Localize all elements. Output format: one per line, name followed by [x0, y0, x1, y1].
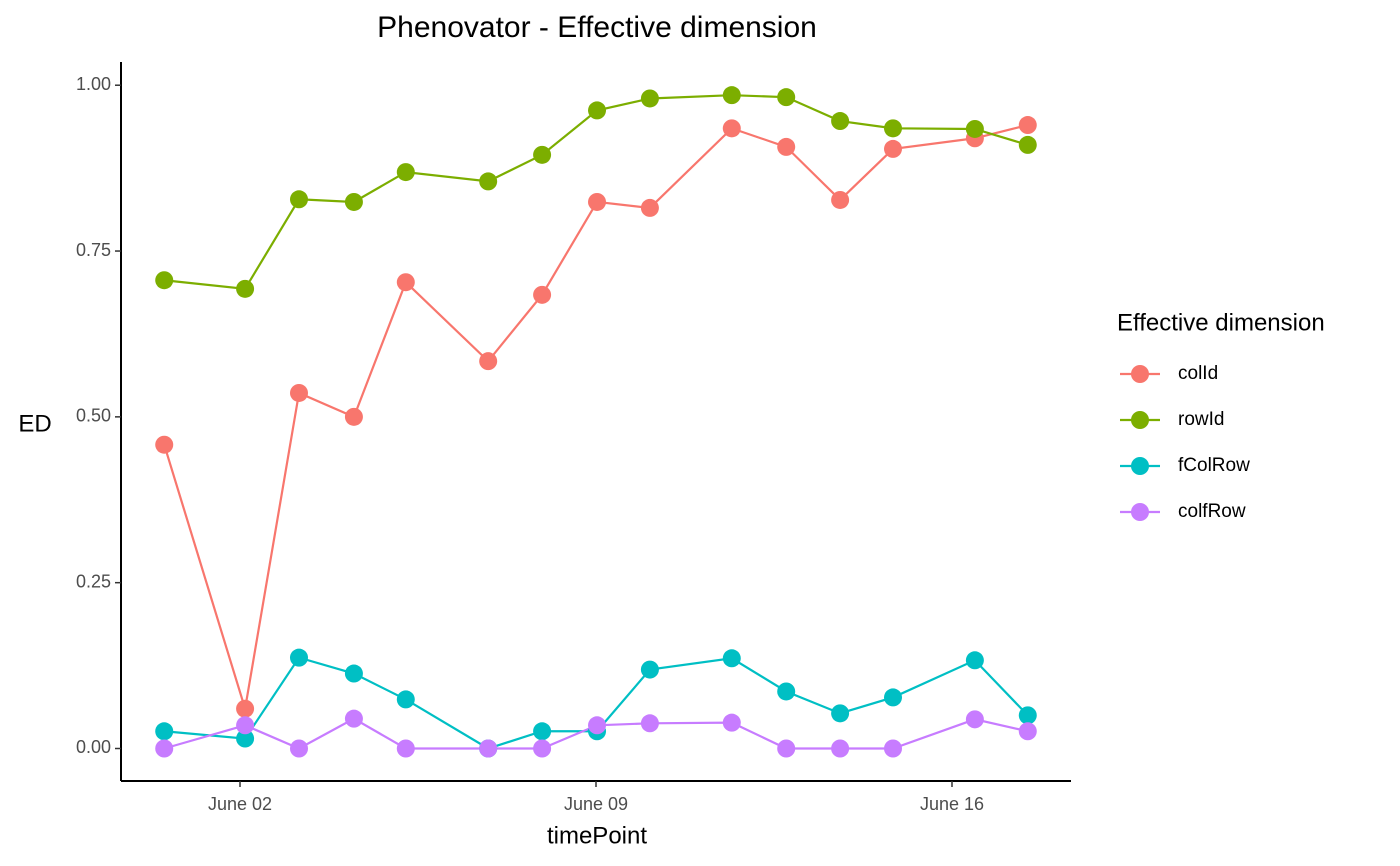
data-point [155, 739, 174, 758]
data-point [1018, 116, 1037, 135]
data-point [344, 192, 363, 211]
legend-marker [1131, 365, 1149, 383]
data-point [640, 714, 659, 733]
data-point [289, 190, 308, 209]
y-axis-label: ED [18, 410, 51, 437]
data-point [884, 688, 903, 707]
legend-marker [1131, 411, 1149, 429]
data-point [479, 739, 498, 758]
data-point [965, 710, 984, 729]
y-tick-label: 0.00 [76, 737, 111, 757]
data-point [344, 407, 363, 426]
data-point [1018, 706, 1037, 725]
data-point [1018, 722, 1037, 741]
data-point [722, 86, 741, 105]
x-tick-label: June 09 [564, 794, 628, 814]
data-point [396, 690, 415, 709]
data-point [640, 198, 659, 217]
series-line [163, 123, 1029, 710]
data-point [155, 271, 174, 290]
y-tick-label: 0.50 [76, 406, 111, 426]
data-point [289, 739, 308, 758]
data-point [588, 716, 607, 735]
data-point [640, 89, 659, 108]
x-axis-label: timePoint [547, 822, 647, 849]
data-point [155, 722, 174, 741]
data-point [722, 713, 741, 732]
data-point [884, 119, 903, 138]
legend-label: colfRow [1178, 501, 1246, 522]
data-point [479, 352, 498, 371]
data-point [777, 739, 796, 758]
data-point [236, 699, 255, 718]
legend-label: rowId [1178, 409, 1224, 430]
data-point [533, 145, 552, 164]
data-point [965, 119, 984, 138]
x-tick-label: June 16 [920, 794, 984, 814]
data-point [588, 192, 607, 211]
data-point [831, 704, 850, 723]
data-point [533, 722, 552, 741]
data-point [396, 163, 415, 182]
data-point [831, 739, 850, 758]
data-point [533, 739, 552, 758]
data-point [289, 648, 308, 667]
data-point [640, 660, 659, 679]
data-point [396, 273, 415, 292]
y-tick-label: 0.25 [76, 571, 111, 591]
data-point [236, 279, 255, 298]
data-point [236, 716, 255, 735]
data-point [831, 190, 850, 209]
data-point [344, 709, 363, 728]
data-point [289, 383, 308, 402]
data-point [777, 137, 796, 156]
data-point [722, 119, 741, 138]
data-point [777, 682, 796, 701]
data-point [479, 172, 498, 191]
data-point [965, 651, 984, 670]
data-point [533, 285, 552, 304]
data-point [722, 649, 741, 668]
legend-label: colId [1178, 363, 1218, 384]
data-point [831, 112, 850, 131]
legend-marker [1131, 503, 1149, 521]
data-point [777, 88, 796, 107]
data-point [396, 739, 415, 758]
y-tick-label: 1.00 [76, 74, 111, 94]
data-point [1018, 135, 1037, 154]
data-point [884, 139, 903, 158]
x-tick-label: June 02 [208, 794, 272, 814]
legend-label: fColRow [1178, 455, 1250, 476]
legend-title: Effective dimension [1117, 309, 1325, 336]
y-tick-label: 0.75 [76, 240, 111, 260]
data-point [884, 739, 903, 758]
legend-marker [1131, 457, 1149, 475]
data-point [236, 729, 255, 748]
data-point [588, 101, 607, 120]
data-point [155, 435, 174, 454]
chart-title: Phenovator - Effective dimension [377, 11, 817, 44]
data-point [344, 664, 363, 683]
